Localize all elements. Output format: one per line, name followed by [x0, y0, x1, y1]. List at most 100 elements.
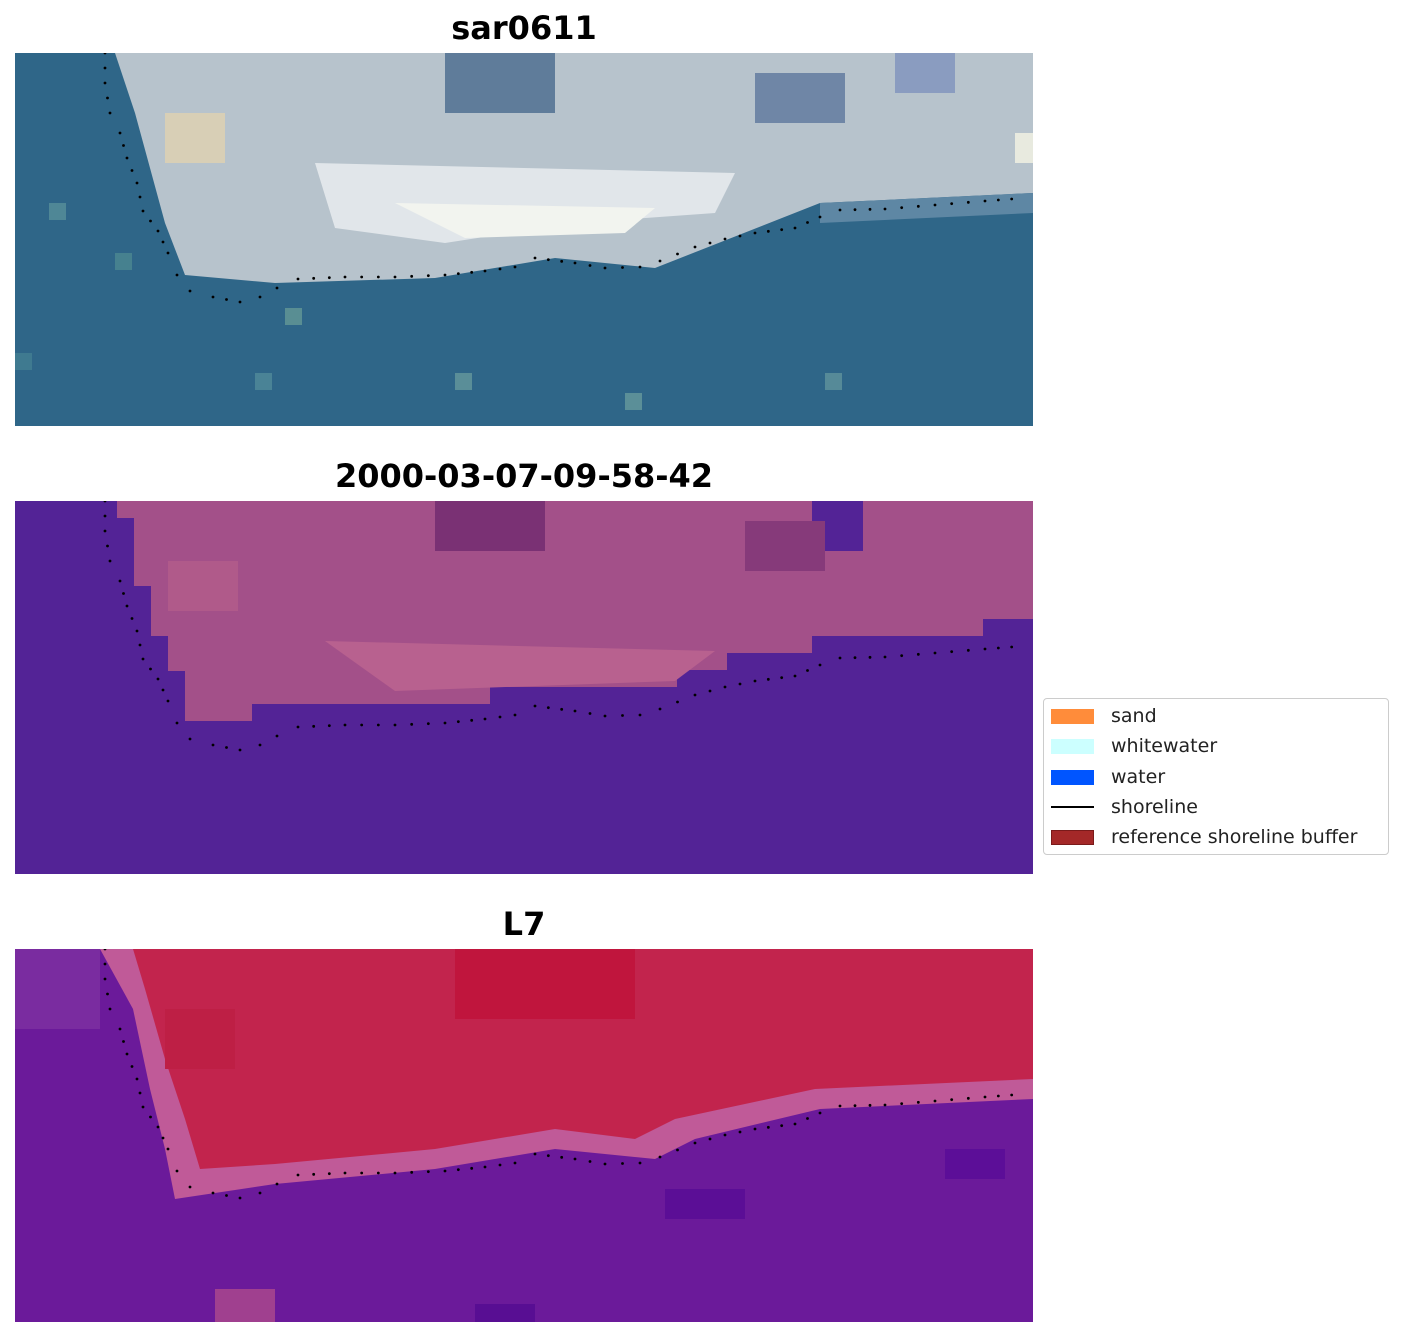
legend-swatch-reference-buffer: [1051, 830, 1094, 845]
shoreline-dot: [275, 734, 279, 738]
shoreline-dot: [766, 677, 770, 681]
shoreline-dot: [533, 256, 537, 260]
shoreline-dot: [483, 717, 487, 721]
shoreline-dot: [853, 656, 857, 660]
shoreline-dotted-line: [103, 949, 1014, 1200]
shoreline-dot: [1010, 1093, 1014, 1097]
shoreline-dot: [166, 251, 170, 255]
legend-line-shoreline: [1051, 806, 1094, 808]
shoreline-dot: [676, 1148, 679, 1152]
shoreline-dot: [122, 1040, 125, 1043]
shoreline-dot: [916, 1100, 920, 1104]
shoreline-dot: [676, 252, 679, 256]
classified-image-panel: [15, 501, 1033, 874]
shoreline-dot: [108, 1007, 112, 1011]
shoreline-dot: [156, 677, 160, 681]
shoreline-dot: [738, 1130, 742, 1134]
shoreline-dot: [130, 169, 134, 172]
shoreline-dot: [996, 1094, 1000, 1098]
shoreline-dot: [573, 709, 577, 713]
shoreline-dot: [883, 1103, 887, 1107]
shoreline-dot: [135, 629, 139, 633]
shoreline-dot: [603, 714, 607, 718]
shoreline-dot: [708, 1137, 712, 1141]
shoreline-dot: [343, 1171, 347, 1175]
shoreline-dot: [806, 221, 809, 224]
shoreline-dot: [149, 219, 152, 223]
shoreline-dot: [883, 207, 887, 211]
shoreline-dot: [793, 674, 797, 678]
panel-title-classified: 2000-03-07-09-58-42: [334, 457, 714, 495]
panel-title-index: L7: [502, 905, 546, 943]
shoreline-dot: [138, 195, 142, 199]
shoreline-dot: [676, 700, 679, 704]
shoreline-dot: [238, 748, 242, 752]
shoreline-dot: [211, 743, 215, 747]
shoreline-dot: [621, 266, 624, 269]
shoreline-dot: [723, 237, 727, 241]
shoreline-dot: [513, 265, 517, 269]
shoreline-dot: [225, 1194, 228, 1197]
shoreline-dot: [738, 682, 742, 686]
shoreline-dot: [312, 1172, 316, 1176]
shoreline-dot: [693, 245, 697, 249]
shoreline-dot: [753, 231, 757, 235]
shoreline-dot: [106, 96, 109, 100]
shoreline-dot: [546, 258, 550, 262]
shoreline-dot: [327, 276, 331, 280]
shoreline-dot: [393, 1171, 397, 1175]
shoreline-dot: [456, 272, 460, 276]
shoreline-dot: [161, 1136, 165, 1140]
legend-swatch-whitewater: [1051, 739, 1094, 754]
shoreline-dot: [275, 286, 279, 290]
shoreline-dot: [533, 704, 537, 708]
shoreline-dot: [560, 707, 564, 711]
shoreline-dot: [393, 275, 397, 279]
shoreline-dot: [603, 1162, 607, 1166]
shoreline-dot: [723, 685, 727, 689]
shoreline-dot: [225, 298, 228, 301]
shoreline-dot: [1010, 645, 1014, 649]
legend-label-shoreline: shoreline: [1111, 796, 1198, 818]
shoreline-dot: [900, 1102, 904, 1106]
shoreline-dot: [818, 1111, 822, 1115]
shoreline-dot: [483, 269, 487, 273]
shoreline-dot: [103, 529, 107, 533]
shoreline-dot: [103, 66, 107, 70]
shoreline-dot: [818, 215, 822, 219]
shoreline-dot: [312, 276, 316, 280]
shoreline-dot: [103, 962, 107, 966]
shoreline-dot: [426, 1170, 430, 1174]
shoreline-dot: [470, 270, 474, 274]
shoreline-dot: [275, 1182, 279, 1186]
shoreline-dot: [708, 689, 712, 693]
legend-item-sand: sand: [1051, 706, 1387, 726]
shoreline-dot: [916, 652, 920, 656]
shoreline-dot: [513, 713, 517, 717]
shoreline-dot: [693, 1141, 697, 1145]
shoreline-dot: [135, 181, 139, 185]
shoreline-dot: [658, 707, 662, 711]
shoreline-dot: [588, 264, 592, 267]
shoreline-dot: [156, 1125, 160, 1129]
shoreline-dot: [258, 295, 262, 299]
shoreline-dot: [156, 229, 160, 233]
shoreline-dot: [343, 723, 347, 727]
shoreline-dot: [211, 295, 215, 299]
shoreline-dot: [723, 1133, 727, 1137]
shoreline-dot: [950, 650, 954, 654]
shoreline-dot: [149, 1115, 152, 1119]
legend-item-whitewater: whitewater: [1051, 736, 1387, 756]
shoreline-dot: [780, 228, 784, 232]
shoreline-dot: [560, 259, 564, 263]
shoreline-dot: [498, 1163, 502, 1167]
shoreline-dot: [573, 1157, 577, 1161]
shoreline-dot: [818, 663, 822, 667]
shoreline-dot: [103, 53, 107, 55]
shoreline-dot: [900, 654, 904, 658]
legend-item-shoreline: shoreline: [1051, 797, 1387, 817]
shoreline-dot: [933, 203, 937, 207]
shoreline-dot: [118, 579, 122, 583]
shoreline-dot: [103, 949, 107, 951]
shoreline-dot: [766, 1125, 770, 1129]
